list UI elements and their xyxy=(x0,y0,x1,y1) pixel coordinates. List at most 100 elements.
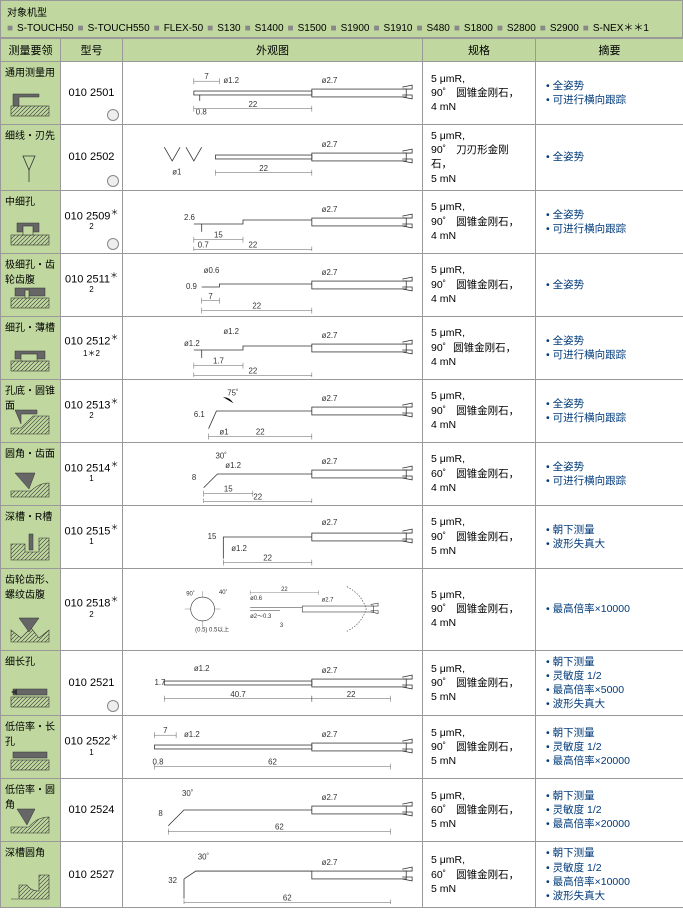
svg-text:22: 22 xyxy=(248,240,257,249)
spec-line: 90゜ 刀刃形金刚石， xyxy=(431,143,527,171)
table-row: 极细孔・齿轮齿腹010 2511＊2ø0.60.97ø2.7225 μmR,90… xyxy=(1,253,683,316)
svg-text:ø2～0.3: ø2～0.3 xyxy=(250,614,272,620)
category-cell: 细长孔 xyxy=(1,650,61,716)
svg-text:ø1.2: ø1.2 xyxy=(231,543,247,552)
category-icon xyxy=(9,871,51,901)
model-number: 010 2514 xyxy=(65,462,111,474)
spec-line: 90゜ 圆锥金刚石， xyxy=(431,404,527,418)
model-chip: ■S1400 xyxy=(245,23,284,34)
category-label: 细线・刃先 xyxy=(5,127,56,142)
svg-text:8: 8 xyxy=(158,809,163,818)
category-cell: 低倍率・长孔 xyxy=(1,716,61,779)
svg-text:ø1.2: ø1.2 xyxy=(225,461,241,470)
category-cell: 齿轮齿形、螺纹齿腹 xyxy=(1,568,61,650)
note-item: 波形失真大 xyxy=(546,697,673,711)
model-chip: ■FLEX-50 xyxy=(154,23,204,34)
svg-text:30゜: 30゜ xyxy=(215,451,232,460)
spec-line: 5 mN xyxy=(431,172,527,186)
svg-text:7: 7 xyxy=(163,727,167,736)
category-label: 细孔・薄槽 xyxy=(5,319,56,334)
svg-text:ø1.2: ø1.2 xyxy=(194,664,210,673)
spec-line: 60゜ 圆锥金刚石， xyxy=(431,868,527,882)
spec-line: 5 μmR, xyxy=(431,263,527,277)
model-number: 010 2502 xyxy=(69,151,115,163)
svg-text:ø1.2: ø1.2 xyxy=(223,76,239,85)
note-item: 波形失真大 xyxy=(546,889,673,903)
spec-cell: 5 μmR,90゜ 圆锥金刚石，5 mN xyxy=(423,716,536,779)
header-category: 测量要领 xyxy=(1,39,61,62)
spec-line: 90゜ 圆锥金刚石， xyxy=(431,530,527,544)
model-number: 010 2522 xyxy=(65,736,111,748)
note-item: 可进行横向跟踪 xyxy=(546,93,673,107)
header-notes: 摘要 xyxy=(536,39,683,62)
model-chip: ■S1910 xyxy=(373,23,412,34)
svg-text:22: 22 xyxy=(253,492,262,501)
svg-text:ø2.7: ø2.7 xyxy=(322,858,338,867)
table-row: 孔底・圆锥面010 2513＊275゜6.1ø1ø2.7225 μmR,90゜ … xyxy=(1,379,683,442)
model-number: 010 2512 xyxy=(65,336,111,348)
category-icon xyxy=(9,679,51,709)
model-number: 010 2527 xyxy=(69,869,115,881)
model-cell: 010 2515＊1 xyxy=(61,505,123,568)
svg-text:40.7: 40.7 xyxy=(230,690,245,699)
category-label: 齿轮齿形、螺纹齿腹 xyxy=(5,571,56,601)
svg-text:0.9: 0.9 xyxy=(186,282,197,291)
note-item: 全姿势 xyxy=(546,278,673,292)
model-number: 010 2513 xyxy=(65,399,111,411)
svg-text:30゜: 30゜ xyxy=(198,852,215,861)
spec-cell: 5 μmR,90゜ 圆锥金刚石，5 mN xyxy=(423,505,536,568)
note-item: 朝下测量 xyxy=(546,846,673,860)
note-item: 朝下测量 xyxy=(546,726,673,740)
note-item: 全姿势 xyxy=(546,397,673,411)
model-cell: 010 2509＊2 xyxy=(61,190,123,253)
note-item: 灵敏度 1/2 xyxy=(546,861,673,875)
svg-text:15: 15 xyxy=(214,230,223,239)
category-label: 圆角・齿面 xyxy=(5,445,56,460)
spec-cell: 5 μmR,90゜ 刀刃形金刚石，5 mN xyxy=(423,125,536,191)
notes-cell: 朝下测量灵敏度 1/2最高倍率×20000 xyxy=(536,779,683,842)
model-cell: 010 2511＊2 xyxy=(61,253,123,316)
model-cell: 010 2522＊1 xyxy=(61,716,123,779)
diagram-cell: ø1.2ø1.21.7ø2.722 xyxy=(123,316,423,379)
svg-text:40゜: 40゜ xyxy=(219,589,232,596)
header-diagram: 外观图 xyxy=(123,39,423,62)
models-label: 对象机型 xyxy=(7,8,47,19)
table-row: 中细孔010 2509＊22.615ø2.7220.75 μmR,90゜ 圆锥金… xyxy=(1,190,683,253)
category-cell: 深槽・R槽 xyxy=(1,505,61,568)
svg-text:7: 7 xyxy=(208,291,212,300)
model-cell: 010 2527 xyxy=(61,842,123,908)
model-cell: 010 2518＊2 xyxy=(61,568,123,650)
svg-text:22: 22 xyxy=(281,587,288,593)
spec-line: 90゜ 圆锥金刚石， xyxy=(431,278,527,292)
model-chip: ■S130 xyxy=(207,23,240,34)
note-item: 最高倍率×20000 xyxy=(546,817,673,831)
category-cell: 细孔・薄槽 xyxy=(1,316,61,379)
category-cell: 细线・刃先 xyxy=(1,125,61,191)
category-label: 深槽・R槽 xyxy=(5,508,56,523)
category-cell: 圆角・齿面 xyxy=(1,442,61,505)
svg-text:ø1: ø1 xyxy=(219,427,228,436)
notes-cell: 朝下测量灵敏度 1/2最高倍率×5000波形失真大 xyxy=(536,650,683,716)
model-chip: ■S1500 xyxy=(288,23,327,34)
spec-line: 5 μmR, xyxy=(431,452,527,466)
category-icon xyxy=(9,406,51,436)
category-cell: 通用测量用 xyxy=(1,62,61,125)
models-bar: 对象机型 ■S-TOUCH50■S-TOUCH550■FLEX-50■S130■… xyxy=(0,0,683,38)
diagram-cell: ø1ø2.722 xyxy=(123,125,423,191)
spec-cell: 5 μmR,90゜ 圆锥金刚石，5 mN xyxy=(423,650,536,716)
seal-icon xyxy=(107,175,119,187)
svg-text:62: 62 xyxy=(268,758,277,767)
spec-cell: 5 μmR,90゜ 圆锥金刚石，4 mN xyxy=(423,190,536,253)
note-item: 可进行横向跟踪 xyxy=(546,474,673,488)
svg-text:ø2.7: ø2.7 xyxy=(322,141,338,150)
note-item: 朝下测量 xyxy=(546,789,673,803)
model-chip: ■S480 xyxy=(416,23,449,34)
category-label: 细长孔 xyxy=(5,653,56,668)
seal-icon xyxy=(107,700,119,712)
spec-cell: 5 μmR,90゜圆锥金刚石，4 mN xyxy=(423,316,536,379)
note-item: 最高倍率×10000 xyxy=(546,602,673,616)
note-item: 全姿势 xyxy=(546,460,673,474)
note-item: 灵敏度 1/2 xyxy=(546,803,673,817)
svg-text:2.6: 2.6 xyxy=(184,213,196,222)
model-cell: 010 2512＊1＊2 xyxy=(61,316,123,379)
